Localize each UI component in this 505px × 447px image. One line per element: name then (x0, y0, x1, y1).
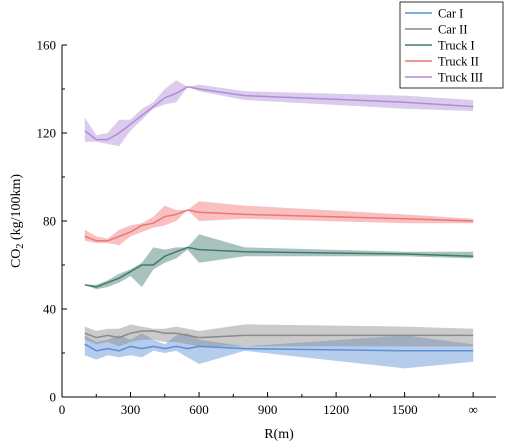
line-series-0 (84, 343, 474, 352)
legend-label: Truck I (438, 39, 475, 53)
y-tick-label: 80 (43, 214, 56, 229)
x-tick-label: 0 (59, 402, 66, 417)
confidence-bands (84, 80, 474, 369)
band-series-4 (84, 80, 474, 147)
series-lines (84, 86, 474, 352)
x-tick-label: 600 (189, 402, 209, 417)
x-tick-label: ∞ (469, 402, 478, 417)
legend: Car I Car II Truck I Truck II Truck III (399, 1, 504, 89)
legend-label: Truck III (438, 71, 483, 85)
line-series-2 (84, 246, 474, 288)
y-tick-label: 0 (50, 390, 57, 405)
line-series-4 (84, 86, 474, 141)
x-ticks: 0 300 600 900 1200 1500 ∞ (59, 392, 478, 417)
y-tick-label: 120 (37, 126, 57, 141)
legend-label: Car I (438, 7, 463, 21)
line-series-1 (84, 330, 474, 339)
x-tick-label: 1500 (392, 402, 418, 417)
x-tick-label: 900 (258, 402, 278, 417)
line-series-3 (84, 209, 474, 242)
legend-label: Truck II (438, 55, 479, 69)
x-tick-label: 1200 (323, 402, 349, 417)
legend-label: Car II (438, 23, 468, 37)
y-ticks: 0 40 80 120 160 (37, 38, 67, 405)
y-axis-label: CO2 (kg/100km) (9, 174, 26, 268)
band-series-2 (84, 234, 474, 290)
x-tick-label: 300 (121, 402, 141, 417)
band-series-3 (84, 201, 474, 246)
y-tick-label: 40 (43, 302, 56, 317)
y-tick-label: 160 (37, 38, 57, 53)
band-series-0 (84, 333, 474, 369)
x-axis-label: R(m) (264, 427, 294, 442)
